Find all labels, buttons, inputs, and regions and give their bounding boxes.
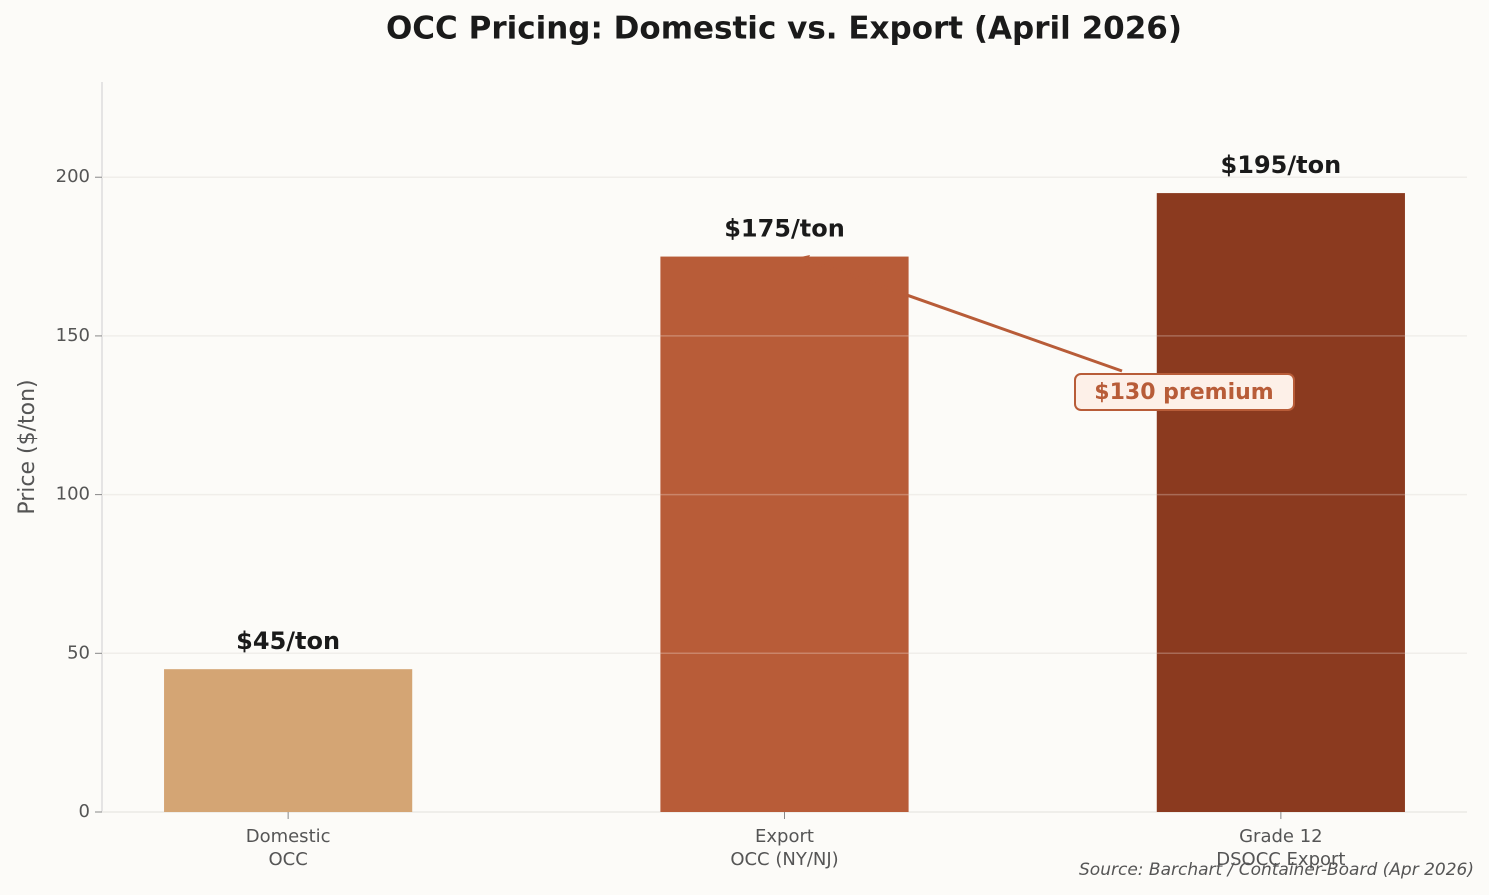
y-axis-label: Price ($/ton) [15, 379, 40, 514]
annotation: $130 premium [1094, 380, 1273, 405]
y-tick-label: 100 [56, 484, 90, 505]
bar [164, 669, 413, 812]
source-note: Source: Barchart / Container-Board (Apr … [1079, 860, 1474, 880]
x-tick-label: Grade 12 DSOCC Export [1216, 826, 1346, 870]
annotation-arrow [801, 256, 1123, 373]
value-label: $175/ton [724, 215, 845, 243]
annotation-box [1074, 373, 1295, 411]
value-label: $45/ton [236, 627, 340, 655]
value-label: $195/ton [1221, 151, 1342, 179]
annotation-arrowhead [796, 255, 810, 264]
bar [660, 256, 909, 813]
y-tick-label: 0 [79, 801, 90, 822]
x-tick-label: Domestic OCC [245, 826, 331, 870]
bar [1156, 193, 1405, 812]
y-tick-label: 200 [56, 166, 90, 187]
x-tick-label: Export OCC (NY/NJ) [730, 826, 839, 870]
y-tick-label: 150 [56, 325, 90, 346]
y-tick-label: 50 [67, 642, 90, 663]
chart-title: OCC Pricing: Domestic vs. Export (April … [386, 11, 1182, 47]
